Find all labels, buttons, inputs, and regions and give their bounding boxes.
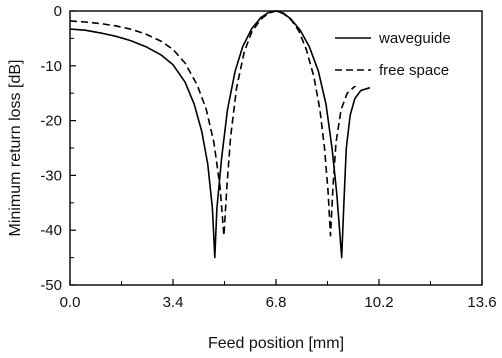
y-tick-label: 0 [54, 3, 62, 20]
legend-label: waveguide [378, 30, 451, 47]
series-layer [69, 10, 371, 259]
y-tick-label: -20 [40, 113, 62, 130]
axes: 0.0 3.4 6.8 10.2 13.6 0 -10 -20 -30 -40 -50 [40, 3, 496, 311]
x-tick-label: 13.6 [467, 294, 496, 311]
legend-label: free space [379, 62, 449, 79]
y-tick-label: -30 [40, 167, 62, 184]
series-line-waveguide [69, 10, 371, 259]
y-tick-label: -40 [40, 222, 62, 239]
series-line-free-space [69, 10, 357, 237]
y-tick-label: -10 [40, 58, 62, 75]
x-tick-label: 3.4 [163, 294, 184, 311]
y-tick-label: -50 [40, 277, 62, 294]
x-axis-title: Feed position [mm] [208, 335, 344, 352]
legend-box [325, 12, 480, 86]
x-tick-label: 6.8 [266, 294, 287, 311]
legend: waveguide free space [325, 12, 480, 86]
x-tick-label: 10.2 [364, 294, 393, 311]
x-tick-label: 0.0 [60, 294, 81, 311]
y-axis-title: Minimum return loss [dB] [7, 60, 24, 237]
